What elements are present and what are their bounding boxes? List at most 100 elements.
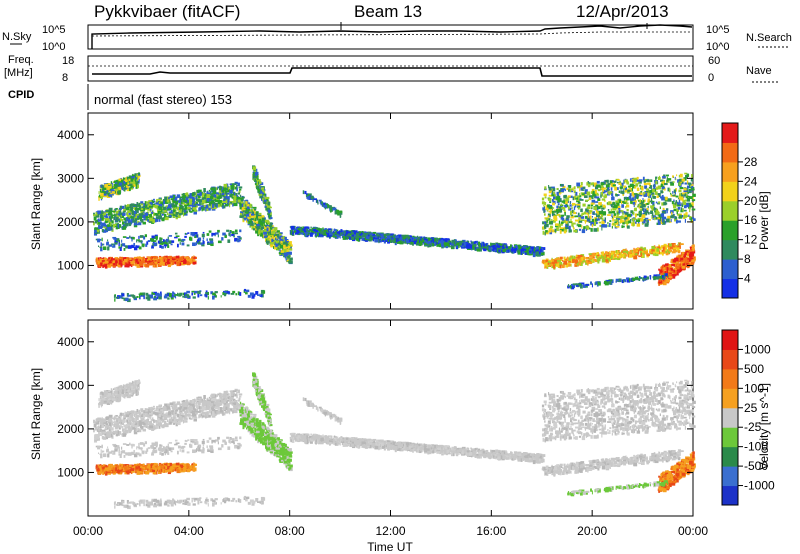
power-cell: [617, 217, 621, 220]
power-cell: [227, 202, 229, 206]
power-cell: [617, 194, 620, 196]
power-cell: [666, 178, 669, 182]
power-cell: [676, 174, 678, 177]
power-cell: [601, 217, 604, 221]
power-cell: [212, 190, 217, 195]
power-cell: [587, 214, 590, 219]
power-cell: [453, 243, 457, 247]
power-cell: [597, 188, 601, 192]
power-cell: [273, 227, 278, 231]
power-cell: [474, 241, 477, 244]
power-cell: [618, 216, 621, 219]
power-cell: [175, 212, 179, 215]
power-cell: [621, 182, 623, 185]
power-cell: [630, 218, 632, 222]
power-cell: [130, 218, 134, 222]
power-cell: [204, 194, 207, 197]
power-cell: [214, 207, 217, 210]
power-cell: [560, 188, 565, 193]
power-cell: [653, 203, 655, 207]
power-cell: [217, 186, 220, 189]
power-cell: [354, 230, 358, 232]
power-cell: [518, 249, 520, 253]
power-cell: [547, 215, 550, 218]
power-cell: [538, 246, 540, 251]
power-cell: [222, 205, 224, 209]
power-cell: [269, 230, 271, 233]
power-cell: [140, 259, 143, 261]
power-cell: [203, 188, 206, 193]
power-cell: [661, 181, 665, 186]
power-cell: [611, 216, 614, 220]
power-cell: [547, 230, 552, 233]
power-cell: [587, 204, 591, 207]
power-cell: [542, 207, 545, 211]
power-cell: [558, 189, 561, 193]
power-cell: [554, 228, 557, 233]
power-cell: [565, 217, 569, 221]
power-cell: [621, 225, 624, 229]
power-cell: [138, 216, 142, 220]
power-cell: [584, 195, 588, 199]
power-cell: [113, 183, 118, 187]
power-cell: [649, 200, 653, 203]
power-cell: [271, 241, 275, 244]
power-cell: [607, 209, 610, 211]
power-cell: [122, 210, 125, 213]
power-cell: [166, 255, 168, 258]
power-cell: [150, 262, 153, 266]
power-cell: [171, 203, 174, 205]
power-cell: [681, 204, 684, 208]
power-cell: [247, 214, 251, 217]
power-cell: [286, 245, 291, 249]
power-cell: [247, 206, 251, 209]
power-cell: [293, 228, 298, 231]
power-cell: [470, 240, 472, 243]
power-cell: [614, 186, 618, 191]
power-cell: [310, 232, 314, 235]
nsky-tick-bottom: 10^0: [42, 41, 66, 53]
power-cell: [242, 217, 244, 221]
power-cell: [293, 229, 297, 233]
power-cell: [476, 247, 480, 252]
power-cell: [239, 188, 242, 191]
power-cell: [168, 211, 173, 214]
power-cell: [587, 183, 591, 188]
power-cell: [142, 256, 145, 259]
power-cell: [691, 174, 693, 178]
power-cell: [582, 193, 585, 196]
power-cell: [205, 204, 209, 209]
power-cell: [213, 194, 217, 198]
power-cell: [640, 185, 643, 189]
power-cell: [413, 240, 416, 244]
nave-tick-top: 60: [708, 55, 720, 67]
power-cell: [271, 238, 274, 242]
power-cell: [138, 178, 140, 182]
power-cell: [522, 246, 526, 249]
power-cell: [231, 197, 234, 199]
power-cell: [565, 201, 568, 204]
power-cell: [194, 201, 196, 204]
power-cell: [222, 191, 224, 194]
power-cell: [424, 240, 427, 243]
power-cell: [557, 227, 559, 231]
power-cell: [559, 228, 563, 232]
power-cell: [688, 214, 690, 217]
power-cell: [553, 215, 557, 220]
power-cell: [647, 205, 649, 209]
power-cell: [324, 205, 326, 210]
power-cell: [636, 213, 640, 216]
power-cell: [236, 184, 238, 189]
power-cell: [583, 226, 586, 230]
power-cell: [259, 228, 263, 231]
power-cell: [390, 233, 395, 236]
power-cell: [570, 257, 573, 262]
nsky-label: N.Sky: [2, 31, 32, 43]
power-cell: [175, 202, 179, 205]
power-cell: [129, 213, 132, 217]
power-cell: [604, 190, 608, 193]
power-cell: [641, 214, 646, 218]
power-cell: [657, 218, 660, 222]
power-cell: [652, 194, 655, 197]
power-cell: [164, 256, 167, 259]
